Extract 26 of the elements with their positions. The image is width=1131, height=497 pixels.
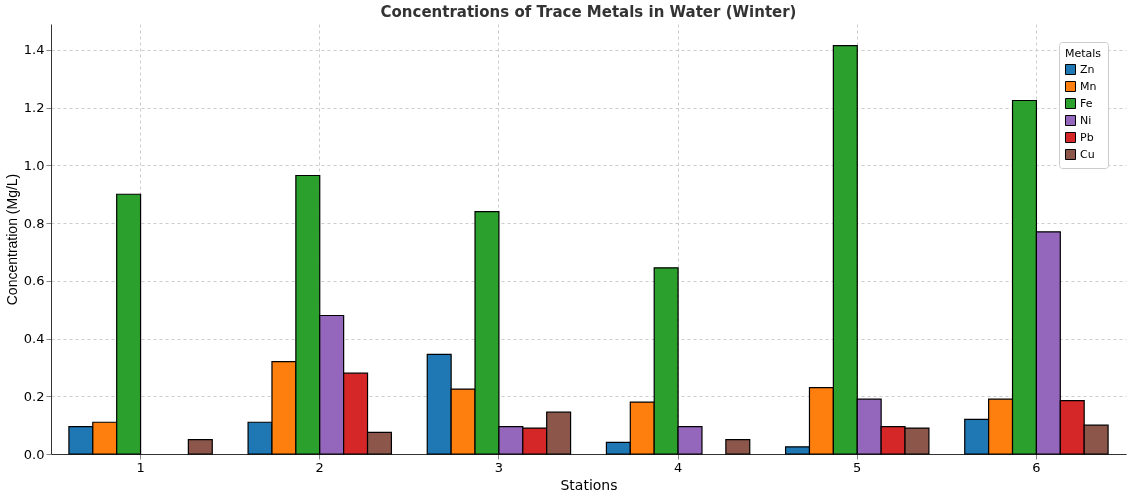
y-tick-label: 0.4 xyxy=(23,331,45,347)
y-tick-label: 1.0 xyxy=(23,157,45,173)
x-tick-label: 4 xyxy=(673,459,683,475)
y-tick-label: 0.8 xyxy=(23,215,45,231)
y-tick-label: 1.4 xyxy=(23,42,45,58)
bar xyxy=(725,438,751,455)
legend-label: Pb xyxy=(1080,130,1094,144)
y-tick-label: 1.2 xyxy=(23,100,45,116)
bar xyxy=(187,438,213,455)
legend-label: Zn xyxy=(1080,62,1095,76)
x-tick-label: 2 xyxy=(315,459,324,475)
legend-label: Cu xyxy=(1080,147,1095,161)
chart-title: Concentrations of Trace Metals in Water (Winter) xyxy=(380,3,797,21)
legend-title: Metals xyxy=(1065,47,1102,60)
x-tick-label: 6 xyxy=(1032,459,1041,475)
legend-label: Mn xyxy=(1080,79,1097,93)
x-tick-label: 3 xyxy=(494,459,504,475)
x-tick-label: 5 xyxy=(853,459,862,475)
y-tick-label: 0.2 xyxy=(23,388,45,404)
y-tick-label: 0.0 xyxy=(23,446,45,462)
x-tick-label: 1 xyxy=(136,459,145,475)
legend-label: Fe xyxy=(1080,96,1093,110)
y-axis-title: Concentration (Mg/L) xyxy=(3,173,20,306)
legend-label: Ni xyxy=(1080,113,1092,127)
x-axis-title: Stations xyxy=(560,476,618,493)
y-tick-label: 0.6 xyxy=(23,273,45,289)
